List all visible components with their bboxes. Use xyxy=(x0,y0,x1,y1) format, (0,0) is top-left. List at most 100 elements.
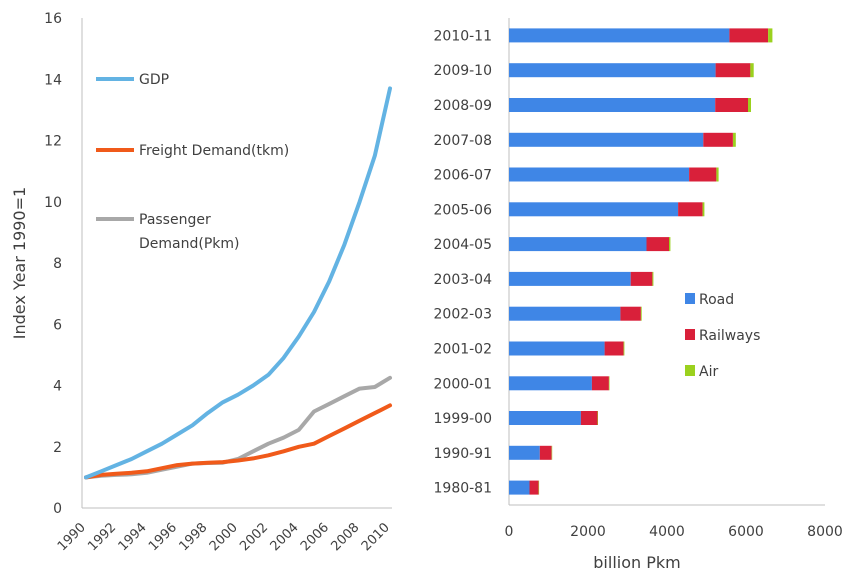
bar-railways xyxy=(678,202,703,217)
x-tick-label: 2008 xyxy=(328,520,362,554)
bar-legend: Road Railways Air xyxy=(685,292,760,380)
bar-railways xyxy=(715,63,751,78)
y-axis-label: Index Year 1990=1 xyxy=(10,187,29,339)
bar-railways xyxy=(715,98,748,112)
y-tick-label: 1980-81 xyxy=(434,481,493,497)
x-tick-label: 2010 xyxy=(359,520,393,554)
bar-road xyxy=(509,132,704,147)
y-tick-label: 2000-01 xyxy=(434,376,493,392)
legend-label-railways: Railways xyxy=(699,328,760,344)
bar-air xyxy=(750,63,754,78)
x-axis-label: billion Pkm xyxy=(593,553,680,572)
bar-railways xyxy=(703,132,733,147)
bar-road xyxy=(509,271,631,286)
y-tick-label: 2004-05 xyxy=(434,237,493,253)
bar-road xyxy=(509,28,730,43)
x-tick-label: 2006 xyxy=(298,520,332,554)
bar-railways xyxy=(646,237,669,252)
bar-air xyxy=(597,411,598,425)
y-tick-label: 2006-07 xyxy=(434,168,493,184)
y-tick-label: 2008-09 xyxy=(434,98,493,114)
bar-air xyxy=(551,445,553,460)
bar-railways xyxy=(580,411,598,425)
y-tick-label: 2005-06 xyxy=(434,202,493,218)
bar-road xyxy=(509,480,530,495)
bar-railways xyxy=(604,341,624,356)
x-tick-label: 1998 xyxy=(176,520,210,554)
x-tick-label: 2000 xyxy=(207,520,241,554)
bar-road xyxy=(509,341,605,356)
legend-swatch-railways xyxy=(685,329,695,340)
series-line-freight xyxy=(84,403,392,480)
x-tick-label: 0 xyxy=(505,524,514,540)
legend-label-line: Demand(Pkm) xyxy=(139,236,239,252)
y-tick-label: 6 xyxy=(53,317,62,333)
bar-air xyxy=(748,98,751,112)
y-tick-label: 4 xyxy=(53,379,62,395)
bar-road xyxy=(509,411,581,425)
y-tick-label: 2002-03 xyxy=(434,307,493,323)
bar-road xyxy=(509,98,716,112)
y-tick-label: 1990-91 xyxy=(434,446,493,462)
bar-railways xyxy=(539,445,552,460)
bar-air xyxy=(716,167,719,182)
y-tick-label: 2009-10 xyxy=(434,63,493,79)
bar-railways xyxy=(620,306,641,321)
y-tick-label: 16 xyxy=(44,11,62,27)
series-line-gdp xyxy=(84,86,392,480)
bar-air xyxy=(768,28,773,43)
bar-road xyxy=(509,445,540,460)
legend-label-line: Passenger xyxy=(139,212,211,228)
x-tick-label: 1994 xyxy=(116,520,150,554)
bar-road xyxy=(509,202,679,217)
x-tick-label: 4000 xyxy=(649,524,685,540)
bar-air xyxy=(608,376,610,391)
bar-road xyxy=(509,376,592,391)
x-tick-label: 1996 xyxy=(146,520,180,554)
x-tick-label: 2000 xyxy=(570,524,606,540)
bar-railways xyxy=(529,480,539,495)
x-tick-label: 2004 xyxy=(268,520,302,554)
bar-road xyxy=(509,237,647,252)
y-tick-label: 2003-04 xyxy=(434,272,493,288)
x-tick-label: 1992 xyxy=(85,520,119,554)
y-tick-label: 14 xyxy=(44,72,62,88)
legend-label-road: Road xyxy=(699,292,734,308)
legend-swatch-air xyxy=(685,365,695,376)
y-tick-label: 2010-11 xyxy=(434,28,493,44)
bar-air xyxy=(623,341,625,356)
legend-label-passenger: Passenger Demand(Pkm) xyxy=(139,212,239,252)
y-tick-label: 2001-02 xyxy=(434,341,493,357)
legend-label-gdp: GDP xyxy=(139,72,169,88)
bar-air xyxy=(640,306,642,321)
line-chart: 0246810121416199019921994199619982000200… xyxy=(10,11,393,554)
y-tick-label: 10 xyxy=(44,195,62,211)
x-tick-label: 6000 xyxy=(728,524,764,540)
bar-railways xyxy=(591,376,609,391)
bar-road xyxy=(509,167,690,182)
x-tick-label: 8000 xyxy=(807,524,843,540)
y-tick-label: 2 xyxy=(53,440,62,456)
bar-air xyxy=(652,271,654,286)
bar-road xyxy=(509,63,716,78)
legend-label-freight: Freight Demand(tkm) xyxy=(139,143,289,159)
bar-railways xyxy=(630,271,653,286)
x-tick-label: 2002 xyxy=(237,520,271,554)
bar-air xyxy=(669,237,671,252)
bar-air xyxy=(538,480,540,495)
bar-chart: 2010-11 2009-10 2008-09 2007-08 2006-07 2005-… xyxy=(434,18,843,572)
y-tick-label: 12 xyxy=(44,134,62,150)
y-tick-label: 0 xyxy=(53,501,62,517)
bar-railways xyxy=(729,28,769,43)
line-legend: GDP Freight Demand(tkm) Passenger Demand(Pk… xyxy=(96,72,289,252)
legend-label-air: Air xyxy=(699,364,718,380)
bar-railways xyxy=(689,167,717,182)
bar-air xyxy=(733,132,736,147)
bar-road xyxy=(509,306,621,321)
x-tick-label: 1990 xyxy=(55,520,89,554)
y-tick-label: 1999-00 xyxy=(434,411,493,427)
y-tick-label: 2007-08 xyxy=(434,133,493,149)
y-tick-label: 8 xyxy=(53,256,62,272)
bar-air xyxy=(702,202,705,217)
